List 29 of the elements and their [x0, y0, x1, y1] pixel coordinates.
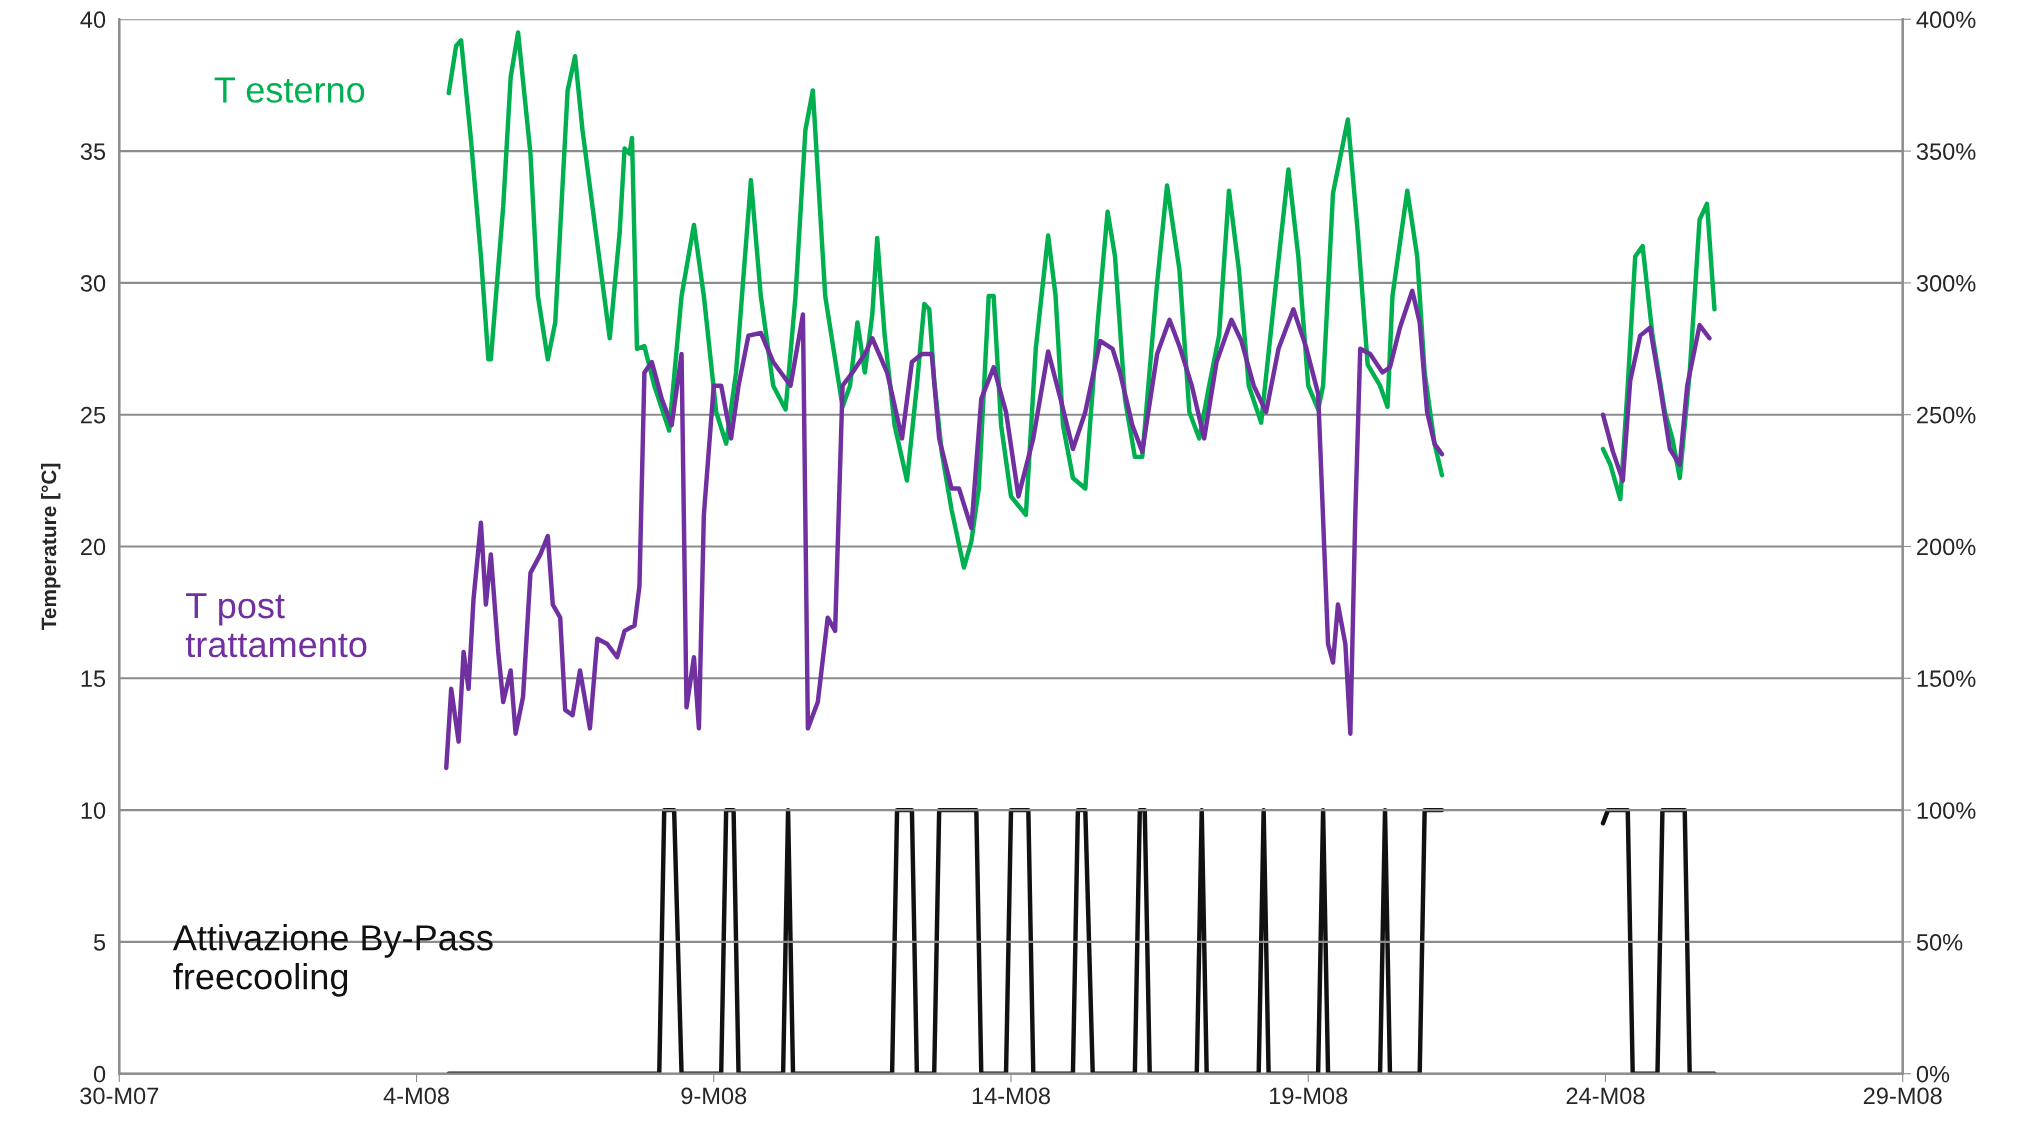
y-axis-title: Temperature [°C]	[40, 463, 61, 631]
y-tick-label: 0	[93, 1065, 106, 1083]
y2-tick-label: 0%	[1916, 1065, 1950, 1083]
x-tick-label: 30-M07	[80, 1087, 159, 1105]
y2-tick-label: 50%	[1916, 933, 1963, 951]
y-tick-label: 35	[80, 143, 106, 160]
y2-tick-label: 300%	[1916, 274, 1976, 292]
text: T esterno	[214, 77, 365, 103]
y-tick-label: 5	[93, 934, 106, 951]
y2-tick-label: 400%	[1916, 11, 1976, 29]
x-tick-label: 24-M08	[1566, 1087, 1645, 1105]
y-tick-label: 15	[81, 670, 106, 688]
y-tick-label: 40	[80, 11, 106, 29]
y-tick-label: 20	[81, 538, 106, 556]
x-tick-label: 29-M08	[1863, 1087, 1942, 1105]
y-tick-label: 30	[80, 274, 106, 292]
x-tick-label: 19-M08	[1270, 1087, 1348, 1105]
y-tick-label: 10	[81, 802, 106, 819]
y2-tick-label: 100%	[1917, 802, 1976, 819]
y2-tick-label: 350%	[1916, 143, 1976, 160]
x-tick-label: 9-M08	[681, 1087, 747, 1105]
x-tick-label: 4-M08	[383, 1087, 449, 1105]
x-tick-label: 14-M08	[972, 1087, 1050, 1105]
text: T post trattamento	[185, 593, 367, 658]
y-tick-label: 25	[81, 406, 106, 424]
y2-tick-label: 200%	[1917, 538, 1976, 556]
y2-tick-label: 150%	[1917, 670, 1976, 688]
text: Attivazione By-Pass freecooling	[172, 924, 493, 997]
y2-tick-label: 250%	[1917, 406, 1976, 424]
